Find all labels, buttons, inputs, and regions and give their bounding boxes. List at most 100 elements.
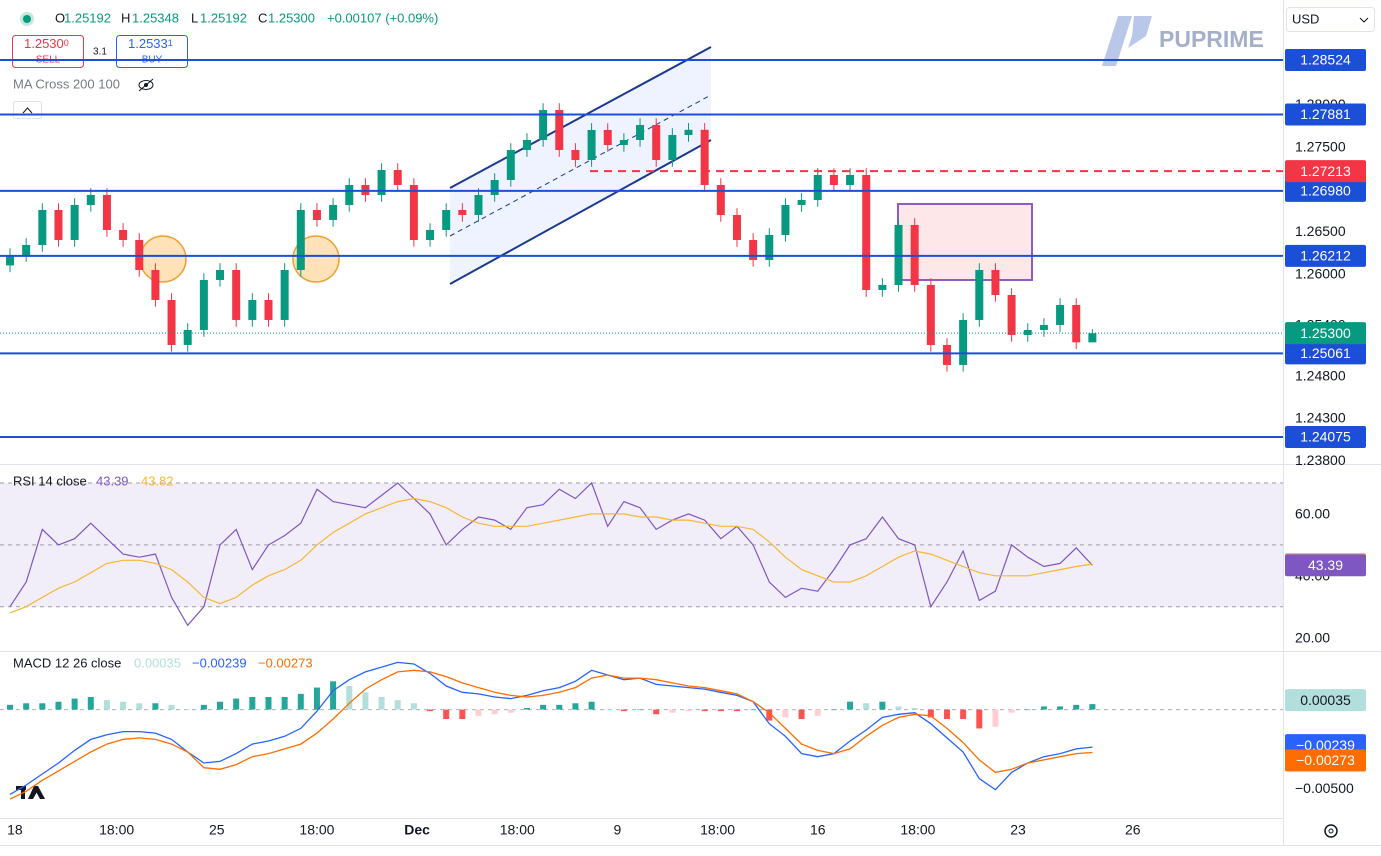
candle-body	[119, 229, 128, 240]
histogram-bar	[588, 701, 595, 710]
candle-body	[555, 109, 564, 150]
histogram-bar	[217, 701, 224, 710]
histogram-bar	[297, 693, 304, 710]
histogram-bar	[23, 703, 30, 710]
histogram-bar	[960, 709, 967, 719]
histogram-bar	[1040, 706, 1047, 710]
histogram-bar	[55, 701, 62, 710]
value-label-box	[1285, 749, 1366, 772]
settings-hub[interactable]	[1328, 828, 1334, 834]
sell-price[interactable]: 1.25300	[24, 36, 69, 51]
buy-button[interactable]: 1.25331 BUY	[116, 35, 188, 68]
histogram-bar	[1073, 704, 1080, 710]
pane-title: MACD 12 26 close	[13, 655, 121, 670]
candle-body	[345, 184, 354, 205]
histogram-bar	[443, 709, 450, 719]
visibility-icon[interactable]	[138, 78, 154, 92]
settings-gear[interactable]	[1324, 824, 1338, 838]
y-tick-label: 1.26000	[1295, 266, 1346, 282]
sell-price-pip[interactable]: 0	[64, 38, 69, 48]
ohlc-value: 1.25300	[268, 10, 315, 25]
histogram-bar	[120, 701, 127, 710]
currency-label[interactable]: USD	[1292, 11, 1319, 26]
histogram-bar	[766, 709, 773, 721]
candle-body	[70, 204, 79, 240]
sell-button[interactable]: 1.25300 SELL	[12, 35, 84, 68]
currency-chevron[interactable]	[1359, 17, 1369, 23]
candle-body	[539, 109, 548, 140]
candle-body	[248, 299, 257, 320]
histogram-bar	[200, 704, 207, 710]
histogram-bar	[475, 709, 482, 716]
histogram-bar	[782, 709, 789, 718]
candle-body	[1039, 324, 1048, 330]
indicator-line	[9, 481, 1093, 627]
histogram-bar	[394, 700, 401, 710]
level-label-box	[1285, 179, 1366, 202]
buy-price-pip[interactable]: 1	[168, 38, 173, 48]
legend-value: 43.82	[141, 473, 174, 488]
collapse-button[interactable]	[13, 101, 42, 119]
x-tick-label: 18	[7, 822, 23, 838]
candle-body	[797, 199, 806, 205]
buy-price[interactable]: 1.25331	[128, 36, 173, 51]
histogram-bar	[1057, 706, 1064, 710]
legend-value: −0.00239	[192, 655, 247, 670]
candle-body	[749, 239, 758, 260]
eye-outline[interactable]	[138, 80, 154, 90]
histogram-bar	[1008, 709, 1015, 713]
histogram-bar	[943, 709, 950, 719]
x-tick-label: 9	[614, 822, 622, 838]
histogram-bar	[798, 709, 805, 719]
sell-price-main[interactable]: 1.2530	[24, 36, 64, 51]
candle-body	[522, 139, 531, 150]
ohlc-label: C	[258, 10, 267, 25]
collapse-box[interactable]	[13, 101, 42, 119]
pane-title: RSI 14 close	[13, 473, 87, 488]
candle-body	[183, 329, 192, 345]
x-tick-label: 26	[1125, 822, 1141, 838]
candle-body	[587, 129, 596, 160]
candle-body	[959, 319, 968, 365]
eye-slash[interactable]	[138, 78, 154, 92]
candle-body	[926, 284, 935, 345]
candle-body	[102, 194, 111, 230]
x-tick-label: 18:00	[299, 822, 334, 838]
indicator-line	[9, 497, 1093, 614]
candle-body	[329, 204, 338, 220]
histogram-bar	[491, 709, 498, 715]
candle-body	[862, 174, 871, 290]
level-label: 1.26212	[1300, 248, 1351, 264]
candle-body	[878, 284, 887, 290]
settings-button[interactable]	[1324, 824, 1338, 838]
y-tick-label: 1.27500	[1295, 138, 1346, 154]
buy-price-main[interactable]: 1.2533	[128, 36, 168, 51]
currency-select[interactable]: USD	[1286, 7, 1375, 32]
candle-body	[732, 214, 741, 240]
histogram-bar	[281, 697, 288, 710]
candle-body	[652, 124, 661, 160]
y-tick-label: 60.00	[1295, 506, 1330, 522]
currency-box[interactable]	[1286, 7, 1375, 32]
candle-body	[22, 244, 31, 255]
candle-body	[312, 209, 321, 220]
candle-body	[86, 194, 95, 205]
histogram-bar	[1089, 704, 1096, 710]
alert-label: 1.27213	[1300, 163, 1351, 179]
candle-body	[829, 174, 838, 185]
histogram-bar	[184, 709, 191, 711]
histogram-bar	[39, 703, 46, 710]
candle-body	[571, 149, 580, 160]
histogram-bar	[410, 703, 417, 710]
histogram-bar	[750, 709, 757, 711]
histogram-bar	[556, 704, 563, 710]
histogram-bar	[152, 703, 159, 710]
candle-body	[167, 299, 176, 345]
histogram-bar	[976, 709, 983, 729]
collapse-chevron[interactable]	[22, 107, 33, 114]
histogram-bar	[523, 708, 530, 710]
indicator-line	[9, 669, 1093, 800]
ohlc-change: +0.00107 (+0.09%)	[327, 10, 438, 25]
tv-logo-part	[28, 786, 37, 799]
